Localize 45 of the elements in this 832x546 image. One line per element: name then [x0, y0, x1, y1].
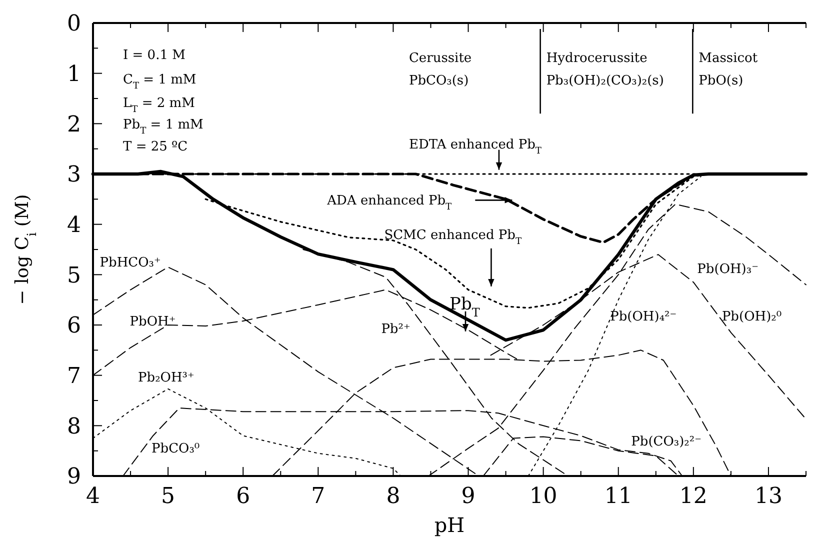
- x-tick-label: 9: [461, 484, 476, 509]
- annotation: SCMC enhanced Pb$_{T}$: [384, 228, 522, 247]
- annotation: Pb₃(OH)₂(CO₃)₂(s): [546, 73, 664, 88]
- x-tick-label: 8: [386, 484, 400, 509]
- annotation: PbO(s): [698, 73, 744, 88]
- y-tick-label: 7: [67, 364, 81, 390]
- annotation: PbCO₃(s): [408, 73, 469, 88]
- annotation: PbHCO₃⁺: [100, 256, 161, 271]
- y-tick-label: 6: [67, 314, 81, 339]
- y-tick-label: 1: [67, 62, 81, 88]
- y-tick-label: 0: [67, 12, 81, 37]
- y-tick-label: 2: [67, 112, 81, 138]
- y-tick-label: 8: [67, 414, 81, 440]
- annotation: Pb₂OH³⁺: [138, 370, 194, 386]
- x-tick-label: 13: [754, 484, 782, 509]
- annotation: PbCO₃⁰: [152, 441, 200, 456]
- annotation: Pb(OH)₂⁰: [722, 309, 782, 324]
- annotation: C$_{T}$ = 1 mM: [123, 72, 196, 92]
- annotation: Pb(CO₃)₂²⁻: [631, 434, 702, 450]
- x-tick-label: 6: [236, 484, 250, 509]
- y-tick-label: 9: [67, 464, 81, 490]
- annotation: T = 25 ºC: [123, 139, 188, 154]
- annotation: Pb$_{T}$: [450, 294, 480, 320]
- y-tick-label: 4: [67, 213, 81, 238]
- annotation: Pb$_{T}$ = 1 mM: [123, 118, 204, 137]
- x-axis-title: pH: [434, 513, 465, 537]
- annotation: Pb²⁺: [381, 322, 410, 338]
- annotation: Pb(OH)₄²⁻: [610, 309, 677, 324]
- x-tick-label: 11: [604, 484, 632, 509]
- annotation: Massicot: [698, 50, 758, 66]
- annotation: Cerussite: [408, 50, 472, 66]
- x-tick-label: 5: [161, 484, 176, 509]
- annotation: I = 0.1 M: [123, 48, 186, 63]
- x-tick-label: 12: [679, 484, 708, 509]
- annotation: ADA enhanced Pb$_{T}$: [326, 194, 452, 213]
- x-tick-label: 4: [86, 484, 100, 509]
- y-tick-label: 5: [67, 263, 81, 288]
- annotation: Hydrocerussite: [546, 50, 648, 66]
- x-tick-label: 10: [529, 484, 558, 509]
- annotation: PbOH⁺: [130, 314, 176, 330]
- x-tick-label: 7: [311, 484, 326, 509]
- annotation: Pb(OH)₃⁻: [697, 262, 758, 278]
- annotation: L$_{T}$ = 2 mM: [123, 96, 195, 116]
- y-tick-label: 3: [67, 162, 81, 188]
- annotation: EDTA enhanced Pb$_{T}$: [408, 137, 542, 156]
